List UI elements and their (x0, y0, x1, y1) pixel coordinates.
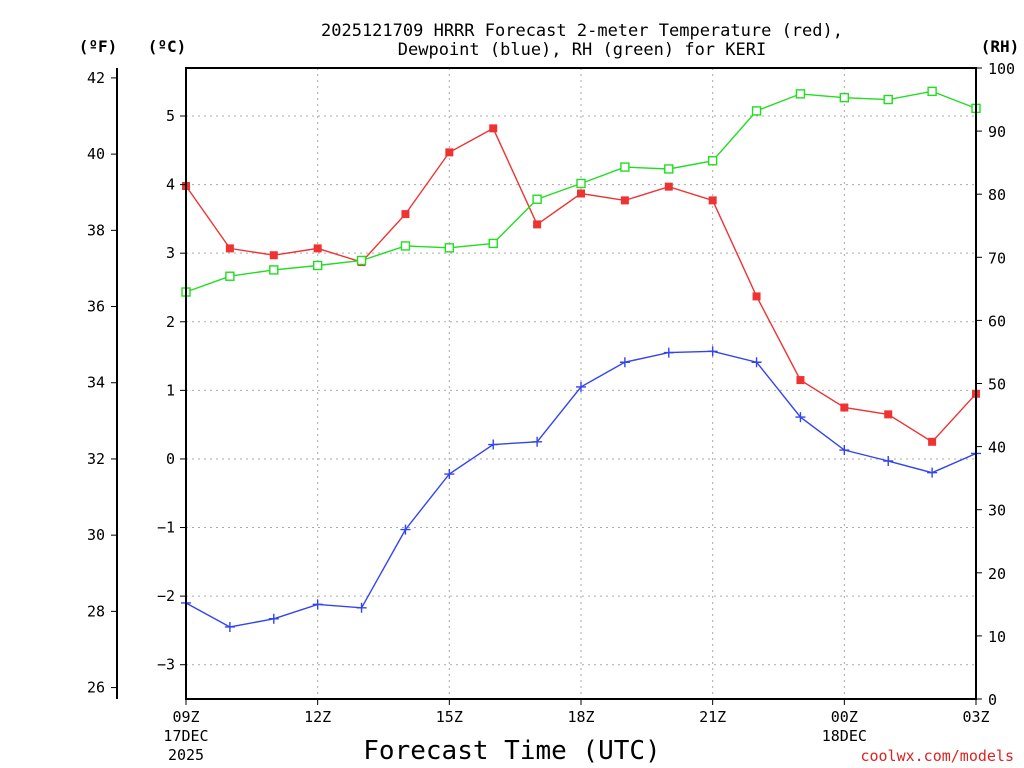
fahrenheit-tick-label: 38 (87, 221, 105, 239)
dewpoint-point (663, 347, 674, 358)
celsius-tick-label: 4 (166, 176, 175, 194)
rh-point (312, 260, 323, 271)
fahrenheit-tick-label: 26 (87, 679, 105, 697)
rh-point (444, 243, 455, 253)
watermark: coolwx.com/models (860, 747, 1014, 765)
temperature-point (401, 210, 410, 219)
temperature-point (225, 244, 234, 253)
rh-tick-label: 20 (988, 565, 1006, 583)
temperature-point (796, 376, 805, 385)
temperature-point (928, 437, 937, 446)
rh-point (225, 271, 235, 281)
celsius-tick-label: 0 (166, 450, 175, 468)
temperature-point (445, 148, 454, 157)
celsius-tick-label: −1 (157, 519, 175, 537)
x-tick-year-label: 2025 (168, 746, 204, 764)
celsius-tick-label: −2 (157, 587, 175, 605)
dewpoint-point (400, 524, 411, 535)
dewpoint-point (576, 381, 586, 392)
fahrenheit-tick-label: 32 (87, 450, 105, 468)
rh-unit-label: (RH) (981, 37, 1020, 56)
temperature-point (664, 182, 673, 191)
dewpoint-point (883, 456, 894, 467)
dewpoint-point (839, 445, 850, 456)
fahrenheit-tick-label: 28 (87, 602, 105, 620)
rh-point (576, 178, 586, 189)
temperature-point (840, 403, 849, 412)
celsius-tick-label: 5 (166, 107, 175, 125)
rh-tick-label: 0 (988, 691, 997, 709)
temperature-point (577, 189, 585, 198)
rh-point (883, 94, 893, 105)
rh-tick-label: 60 (988, 312, 1006, 330)
rh-point (664, 164, 674, 174)
dewpoint-point (312, 599, 323, 610)
fahrenheit-tick-label: 30 (87, 526, 105, 544)
rh-tick-label: 50 (988, 376, 1006, 394)
rh-tick-label: 80 (988, 186, 1006, 204)
fahrenheit-unit-label: (ºF) (79, 37, 118, 56)
dewpoint-point (268, 613, 279, 624)
rh-point (488, 238, 498, 249)
dewpoint-point (356, 602, 367, 613)
dewpoint-point (532, 436, 543, 447)
dewpoint-point (927, 467, 938, 478)
temperature-point (533, 220, 542, 229)
rh-point (400, 241, 411, 251)
dewpoint-point (224, 621, 235, 632)
dewpoint-point (444, 469, 455, 480)
x-tick-label: 03Z (962, 708, 989, 726)
fahrenheit-tick-label: 34 (87, 374, 105, 392)
dewpoint-point (795, 412, 806, 423)
rh-point (839, 92, 850, 103)
rh-tick-label: 30 (988, 502, 1006, 520)
dewpoint-point (619, 357, 630, 368)
x-tick-label: 18Z (567, 708, 594, 726)
x-tick-date-label: 17DEC (163, 727, 208, 745)
celsius-tick-label: 3 (166, 244, 175, 262)
dewpoint-point (751, 357, 762, 368)
temperature-point (620, 196, 629, 205)
rh-tick-label: 10 (988, 628, 1006, 646)
fahrenheit-tick-label: 36 (87, 298, 105, 316)
rh-tick-label: 40 (988, 439, 1006, 457)
rh-tick-label: 100 (988, 60, 1015, 78)
rh-point (751, 106, 762, 116)
chart-title-line2: Dewpoint (blue), RH (green) for KERI (398, 40, 766, 60)
celsius-tick-label: −3 (157, 656, 175, 674)
rh-point (356, 255, 367, 266)
rh-point (620, 162, 630, 172)
fahrenheit-tick-label: 40 (87, 145, 105, 163)
fahrenheit-tick-label: 42 (87, 69, 105, 87)
dewpoint-point (488, 439, 499, 450)
x-tick-label: 12Z (304, 708, 331, 726)
x-tick-label: 15Z (436, 708, 463, 726)
temperature-point (884, 410, 893, 419)
rh-point (927, 86, 937, 97)
x-tick-label: 00Z (831, 708, 858, 726)
temperature-point (313, 244, 322, 253)
rh-point (707, 156, 718, 166)
rh-tick-label: 90 (988, 123, 1006, 141)
temperature-point (489, 124, 498, 133)
x-tick-label: 21Z (699, 708, 726, 726)
temperature-point (269, 251, 278, 260)
rh-tick-label: 70 (988, 249, 1006, 267)
dewpoint-point (707, 346, 718, 357)
x-axis-title: Forecast Time (UTC) (363, 736, 660, 766)
series-layer (181, 86, 981, 632)
chart-title-line1: 2025121709 HRRR Forecast 2-meter Tempera… (321, 21, 843, 41)
celsius-unit-label: (ºC) (148, 37, 187, 56)
rh-point (269, 265, 279, 275)
celsius-tick-label: 2 (166, 313, 175, 331)
celsius-tick-label: 1 (166, 381, 175, 399)
rh-point (795, 89, 806, 99)
x-tick-date-label: 18DEC (822, 727, 867, 745)
temperature-point (752, 292, 761, 301)
rh-point (532, 194, 542, 204)
x-tick-label: 09Z (172, 708, 199, 726)
temperature-point (708, 196, 717, 205)
